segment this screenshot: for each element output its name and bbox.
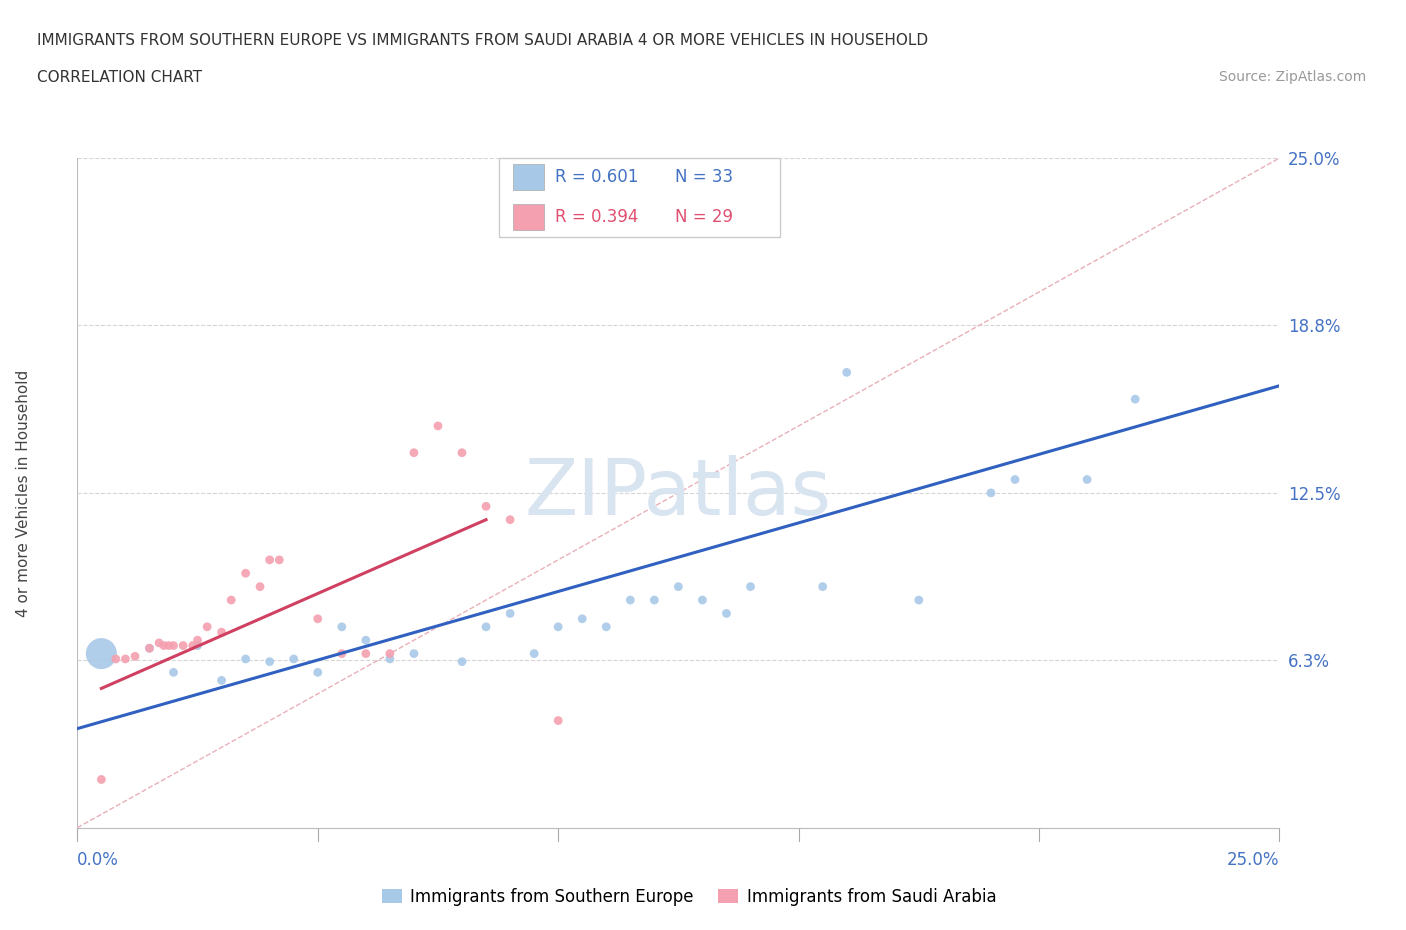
Point <box>138 641 160 656</box>
Point <box>307 665 329 680</box>
Text: ZIPatlas: ZIPatlas <box>524 455 832 531</box>
Point <box>153 638 176 653</box>
Point <box>307 611 329 626</box>
Text: N = 29: N = 29 <box>675 207 733 226</box>
Point <box>427 418 450 433</box>
Point <box>668 579 690 594</box>
Point <box>451 445 474 460</box>
Point <box>330 646 353 661</box>
Point <box>908 592 931 607</box>
Point <box>104 652 127 667</box>
Point <box>90 646 112 661</box>
Point <box>219 592 242 607</box>
Point <box>595 619 617 634</box>
Point <box>269 552 291 567</box>
Text: 0.0%: 0.0% <box>77 851 120 870</box>
Point <box>740 579 762 594</box>
Text: Source: ZipAtlas.com: Source: ZipAtlas.com <box>1219 70 1367 84</box>
Point <box>157 638 180 653</box>
Point <box>835 365 858 379</box>
Legend: Immigrants from Southern Europe, Immigrants from Saudi Arabia: Immigrants from Southern Europe, Immigra… <box>375 881 1002 912</box>
Point <box>330 619 353 634</box>
Point <box>172 638 194 653</box>
Text: R = 0.601: R = 0.601 <box>555 168 638 186</box>
Point <box>499 606 522 621</box>
Point <box>249 579 271 594</box>
Point <box>402 646 425 661</box>
Point <box>138 641 160 656</box>
Point <box>354 632 377 647</box>
Point <box>195 619 218 634</box>
Text: 4 or more Vehicles in Household: 4 or more Vehicles in Household <box>15 369 31 617</box>
Point <box>716 606 738 621</box>
Text: 25.0%: 25.0% <box>1227 851 1279 870</box>
Point <box>114 652 136 667</box>
Point <box>547 619 569 634</box>
Point <box>811 579 834 594</box>
Point <box>1076 472 1098 487</box>
Point <box>475 619 498 634</box>
Point <box>643 592 665 607</box>
Point <box>235 565 257 580</box>
Point <box>283 652 305 667</box>
Point <box>980 485 1002 500</box>
Point <box>378 652 401 667</box>
Point <box>571 611 593 626</box>
Point <box>1004 472 1026 487</box>
Point <box>523 646 546 661</box>
Text: IMMIGRANTS FROM SOUTHERN EUROPE VS IMMIGRANTS FROM SAUDI ARABIA 4 OR MORE VEHICL: IMMIGRANTS FROM SOUTHERN EUROPE VS IMMIG… <box>37 33 928 47</box>
Point <box>211 673 233 688</box>
Point <box>378 646 401 661</box>
Point <box>354 646 377 661</box>
Text: N = 33: N = 33 <box>675 168 733 186</box>
Point <box>619 592 641 607</box>
Point <box>186 638 209 653</box>
Point <box>186 632 209 647</box>
Point <box>499 512 522 527</box>
Point <box>90 772 112 787</box>
Point <box>162 638 184 653</box>
Point <box>475 498 498 513</box>
Point <box>124 649 146 664</box>
Point <box>235 652 257 667</box>
Point <box>259 552 281 567</box>
Point <box>181 638 204 653</box>
Text: CORRELATION CHART: CORRELATION CHART <box>37 70 201 85</box>
Point <box>148 635 170 650</box>
Point <box>451 654 474 669</box>
Point <box>259 654 281 669</box>
Point <box>162 665 184 680</box>
Point <box>547 713 569 728</box>
Point <box>692 592 714 607</box>
Point <box>211 625 233 640</box>
Text: R = 0.394: R = 0.394 <box>555 207 638 226</box>
Point <box>402 445 425 460</box>
Point <box>1123 392 1146 406</box>
